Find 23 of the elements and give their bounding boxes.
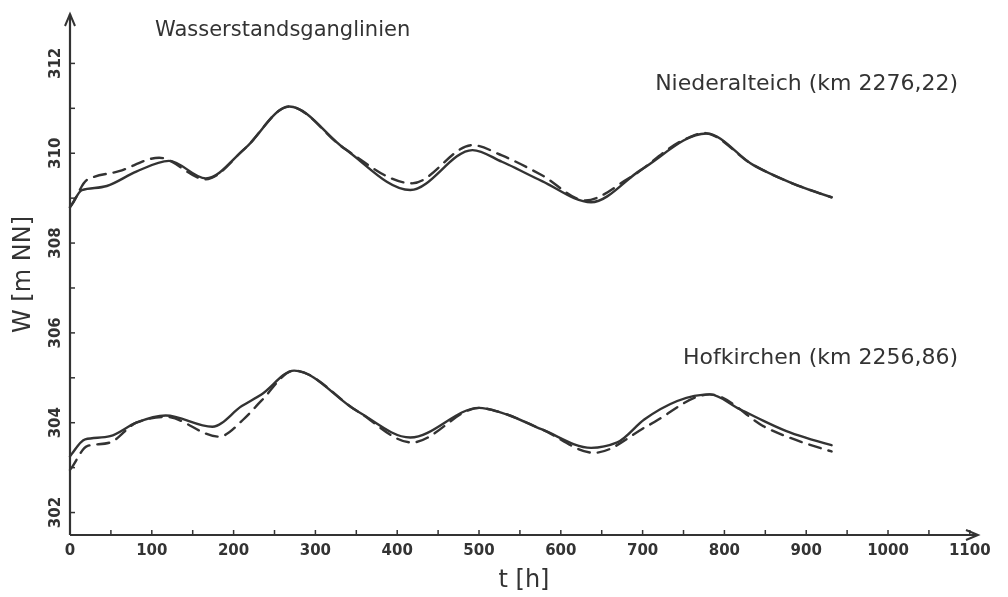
y-tick-label: 306 (46, 317, 64, 349)
x-tick-label: 800 (708, 541, 741, 559)
x-tick-label: 1100 (948, 541, 991, 559)
y-tick-label: 308 (46, 227, 64, 259)
x-tick-label: 300 (299, 541, 332, 559)
x-tick-label: 700 (626, 541, 659, 559)
x-tick-label: 1000 (867, 541, 909, 559)
x-tick-label: 900 (790, 541, 822, 559)
y-axis-title: W [m NN] (8, 216, 36, 333)
x-tick-label: 0 (64, 541, 76, 559)
x-axis-title: t [h] (498, 565, 550, 593)
annotation: Niederalteich (km 2276,22) (655, 70, 958, 96)
x-tick-label: 100 (136, 541, 168, 559)
y-tick-label: 312 (46, 47, 64, 80)
y-tick-label: 304 (46, 407, 64, 439)
x-tick-label: 500 (463, 541, 495, 559)
x-tick-label: 400 (381, 541, 413, 559)
y-tick-label: 310 (46, 137, 64, 169)
annotation: Hofkirchen (km 2256,86) (683, 344, 958, 370)
x-tick-label: 200 (217, 541, 250, 559)
y-tick-label: 302 (46, 496, 64, 529)
x-tick-label: 600 (545, 541, 577, 559)
chart-title: Wasserstandsganglinien (155, 17, 411, 41)
